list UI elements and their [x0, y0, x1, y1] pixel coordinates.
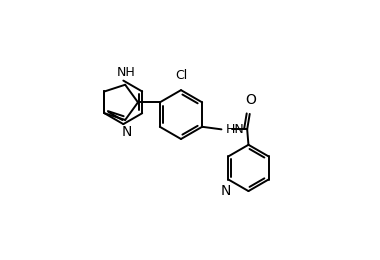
Text: HN: HN [225, 123, 244, 136]
Text: O: O [245, 94, 256, 107]
Text: Cl: Cl [175, 69, 187, 82]
Text: N: N [221, 184, 231, 198]
Text: NH: NH [117, 66, 136, 79]
Text: N: N [122, 125, 132, 139]
